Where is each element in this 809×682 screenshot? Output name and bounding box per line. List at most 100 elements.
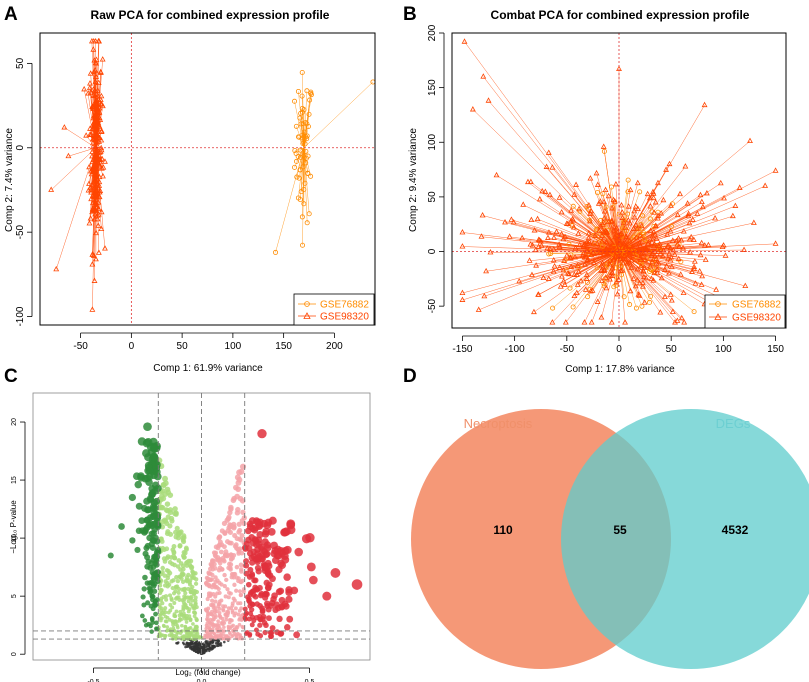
panel-b-point-gse98320	[623, 242, 630, 248]
panel-c-point-down	[163, 507, 170, 513]
panel-c-point-up-significant	[248, 533, 256, 541]
panel-b-point-gse98320	[598, 266, 605, 272]
panel-b-point-gse98320	[620, 219, 627, 225]
panel-a-x-tick-label: 50	[177, 341, 189, 352]
panel-b-point-gse98320	[636, 240, 643, 246]
panel-b-plot-frame	[451, 32, 787, 329]
panel-b-axes: -150 -100 -50 0 50 100 150 -50 0 50 100 150 200	[427, 24, 784, 355]
panel-a-xlabel: Comp 1: 61.9% variance	[153, 363, 263, 374]
panel-c-point-not-significant	[203, 649, 206, 653]
panel-c-point-up-significant	[268, 633, 274, 640]
panel-b-y-tick-label: 50	[427, 191, 438, 203]
panel-c-point-up	[239, 518, 245, 524]
panel-b-point-gse76882	[613, 265, 619, 271]
panel-b-point-gse98320	[674, 241, 681, 247]
panel-a-point-gse98320	[87, 125, 93, 131]
panel-b-point-gse98320	[736, 184, 743, 190]
panel-b-point-gse98320	[692, 280, 699, 286]
panel-c-point-down	[176, 625, 180, 630]
panel-c-point-down-significant	[145, 466, 154, 475]
panel-a-link-gse76882	[303, 81, 374, 148]
panel-b-point-gse98320	[601, 214, 608, 221]
panel-c-point-up-significant	[276, 615, 283, 623]
panel-c-point-up-significant	[268, 516, 277, 525]
panel-b-link-gse98320	[618, 183, 721, 252]
panel-b-point-gse98320	[666, 250, 673, 257]
panel-b-point-gse98320	[557, 283, 564, 289]
panel-c-point-up	[218, 614, 223, 619]
panel-a-point-gse98320	[97, 116, 104, 123]
panel-b-point-gse76882	[621, 294, 627, 300]
panel-c-point-down-significant	[152, 602, 158, 608]
panel-c-point-up	[232, 582, 237, 587]
panel-b-point-gse98320	[589, 287, 596, 293]
panel-b-point-gse98320	[585, 234, 592, 241]
panel-b-link-gse98320	[605, 251, 620, 279]
panel-c-point-up	[228, 562, 234, 567]
panel-b-point-gse98320	[608, 243, 615, 249]
panel-b-point-gse98320	[666, 270, 672, 276]
panel-c-point-not-significant	[189, 646, 192, 650]
panel-a-point-gse98320	[92, 78, 99, 84]
panel-c-point-up	[216, 619, 220, 624]
panel-c-point-up-significant	[270, 595, 277, 603]
panel-a-point-gse98320	[91, 277, 98, 283]
panel-b-point-gse98320	[609, 269, 616, 276]
panel-c-point-up	[236, 521, 242, 527]
panel-c-point-up	[223, 594, 228, 599]
panel-a-point-gse76882	[298, 110, 304, 116]
panel-c-point-down-significant	[152, 598, 158, 604]
panel-b-point-gse98320	[741, 246, 747, 252]
panel-b-point-gse98320	[594, 240, 601, 246]
panel-a-axes: -50 0 50 100 150 200 -100 -50 0 50	[15, 57, 343, 352]
panel-b-x-tick-label: -150	[452, 344, 472, 355]
venn-label-necroptosis: Necroptosis	[464, 416, 533, 431]
panel-c-point-up	[233, 611, 238, 616]
panel-c-point-not-significant	[208, 649, 211, 653]
panel-a-point-gse98320	[93, 111, 100, 117]
panel-b-point-gse98320	[550, 256, 557, 263]
panel-c-point-down	[192, 610, 197, 615]
panel-c-threshold-lines	[33, 393, 370, 660]
panel-b-link-gse98320	[618, 251, 713, 300]
panel-a-point-gse98320	[98, 225, 105, 232]
panel-b-point-gse76882	[587, 217, 593, 223]
panel-a-point-gse98320	[85, 90, 92, 96]
panel-c-point-up	[209, 602, 214, 607]
panel-c-point-down-significant	[149, 544, 156, 551]
panel-b-point-gse98320	[598, 314, 605, 320]
panel-a-point-gse98320	[87, 184, 94, 190]
panel-b-point-gse76882	[639, 303, 645, 309]
panel-b-point-gse98320	[519, 234, 526, 241]
panel-b-point-gse98320	[599, 260, 606, 266]
panel-letter-c: C	[4, 366, 18, 387]
panel-c-point-down-significant	[152, 519, 160, 527]
panel-b-point-gse98320	[558, 230, 565, 237]
panel-b-link-gse98320	[618, 251, 702, 286]
panel-c-point-not-significant	[204, 640, 208, 643]
panel-b-combat-pca: Combat PCA for combined expression profi…	[408, 8, 787, 375]
panel-b-point-gse98320	[556, 264, 563, 270]
panel-c-point-down	[181, 611, 186, 616]
panel-b-point-gse76882	[624, 211, 630, 217]
panel-b-point-gse76882	[640, 231, 646, 237]
panel-c-y-tick-label: 15	[11, 476, 18, 484]
panel-b-point-gse98320	[535, 291, 542, 297]
panel-c-point-down	[157, 605, 162, 610]
panel-a-point-gse98320	[98, 165, 105, 171]
panel-d-venn-diagram: Necroptosis DEGs 110 55 4532	[411, 409, 809, 669]
panel-a-point-gse98320	[96, 123, 102, 129]
panel-c-point-not-significant	[219, 641, 223, 645]
panel-a-legend-item-gse98320: GSE98320	[298, 312, 369, 323]
panel-c-point-down	[194, 616, 199, 621]
panel-a-point-gse76882	[306, 211, 312, 217]
panel-b-y-tick-label: -50	[427, 298, 438, 313]
panel-c-point-down	[186, 599, 191, 604]
panel-b-point-gse98320	[660, 196, 667, 203]
panel-c-point-up	[205, 621, 210, 626]
panel-c-point-down	[165, 628, 170, 633]
panel-c-point-up-significant	[253, 627, 259, 633]
panel-b-legend-item-gse98320: GSE98320	[709, 313, 781, 324]
panel-b-point-gse98320	[634, 265, 641, 272]
